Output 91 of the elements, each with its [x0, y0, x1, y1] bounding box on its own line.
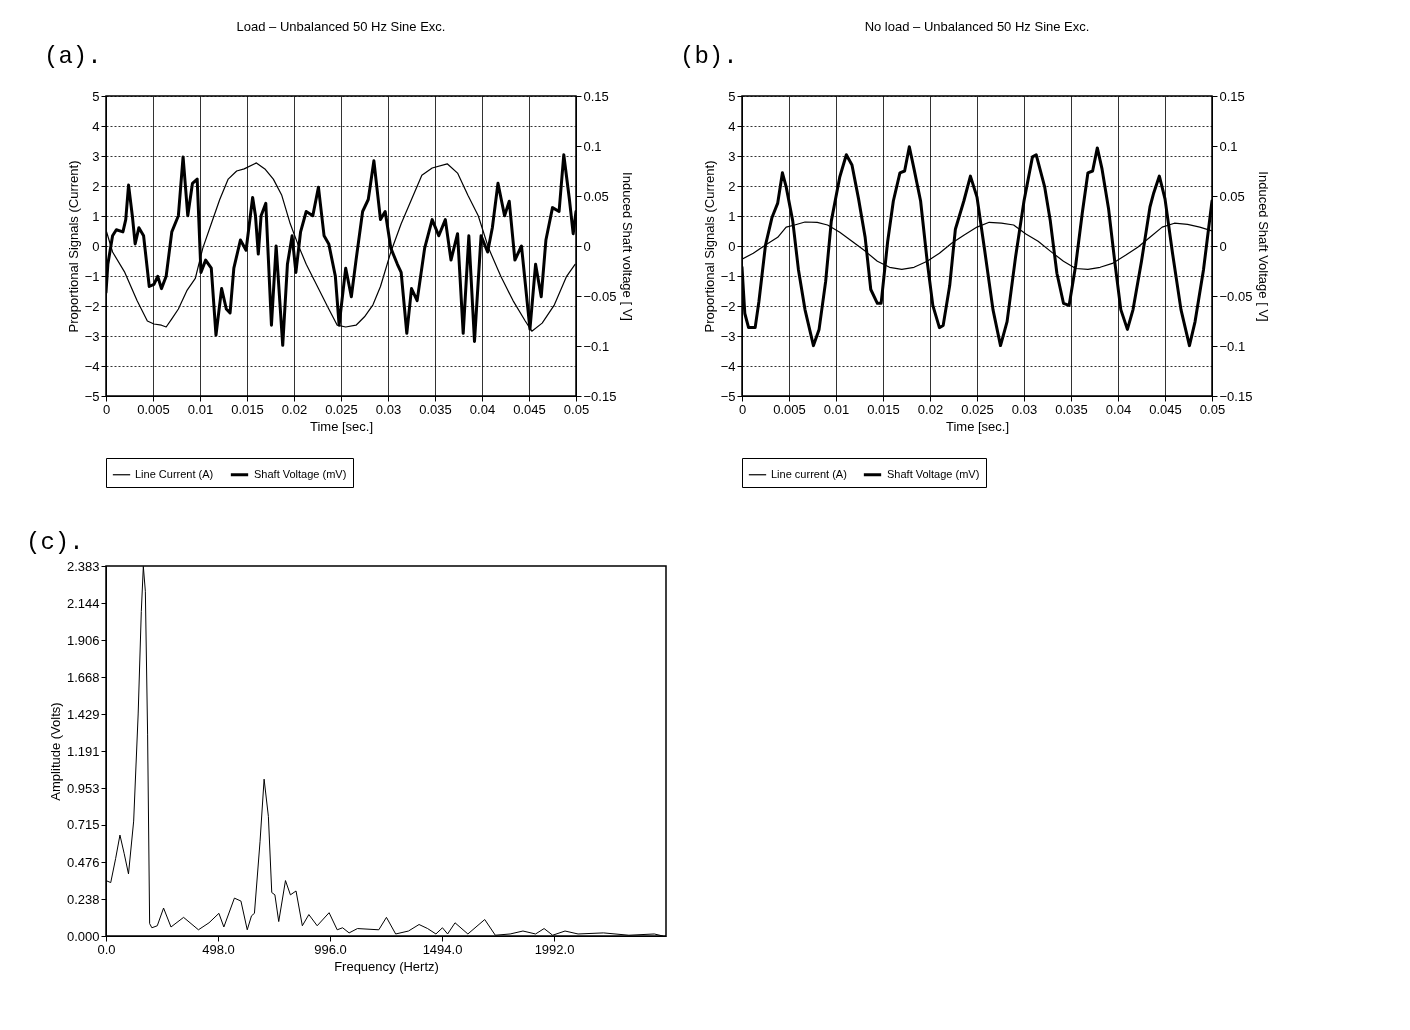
x-tick-label: 0.015 — [231, 401, 264, 417]
y2-tick-label: 0.05 — [583, 188, 609, 204]
y-tick-label: 0 — [728, 238, 736, 254]
y-tick-label: −3 — [84, 328, 100, 344]
y2-tick-label: −0.1 — [583, 338, 610, 354]
chart-title: Load – Unbalanced 50 Hz Sine Exc. — [236, 19, 446, 34]
y-tick-label: −5 — [720, 388, 736, 404]
x-tick-label: 0.02 — [281, 401, 308, 417]
x-tick-label: 0.01 — [823, 401, 850, 417]
x-tick-label: 0.04 — [469, 401, 496, 417]
x-tick-label: 0.005 — [773, 401, 806, 417]
y-axis-title: Proportional Signals (Current) — [65, 160, 81, 333]
y-tick-label: 2.383 — [66, 558, 100, 574]
y2-tick-label: 0.1 — [1219, 138, 1238, 154]
x-axis-title: Frequency (Hertz) — [334, 958, 439, 974]
y-tick-label: 2.144 — [66, 595, 100, 611]
text: (b). — [680, 43, 738, 70]
legend-label: Line current (A) — [771, 467, 847, 480]
y2-tick-label: 0.05 — [1219, 188, 1245, 204]
y-tick-label: 1.429 — [66, 706, 100, 722]
y2-tick-label: −0.15 — [1219, 388, 1253, 404]
y-tick-label: 1.191 — [66, 743, 100, 759]
y-tick-label: 5 — [728, 88, 736, 104]
y2-tick-label: 0 — [583, 238, 591, 254]
x-tick-label: 1494.0 — [422, 941, 463, 957]
y-axis-title: Proportional Signals (Current) — [701, 160, 717, 333]
x-axis-title: Time [sec.] — [309, 418, 374, 434]
y-tick-label: 0.000 — [66, 928, 100, 944]
y2-tick-label: −0.15 — [583, 388, 617, 404]
x-tick-label: 0.025 — [325, 401, 358, 417]
y-tick-label: 0.476 — [66, 854, 100, 870]
x-tick-label: 0.015 — [867, 401, 900, 417]
x-tick-label: 0.025 — [961, 401, 994, 417]
y-tick-label: 0.238 — [66, 891, 100, 907]
text: (a). — [44, 43, 102, 70]
x-tick-label: 1992.0 — [534, 941, 575, 957]
legend-label: Shaft Voltage (mV) — [887, 467, 980, 480]
x-tick-label: 0.05 — [563, 401, 590, 417]
y-tick-label: 3 — [92, 148, 100, 164]
x-tick-label: 0.02 — [917, 401, 944, 417]
y2-tick-label: −0.05 — [583, 288, 617, 304]
y-tick-label: −4 — [84, 358, 100, 374]
y-tick-label: −2 — [84, 298, 100, 314]
y-tick-label: 2 — [728, 178, 736, 194]
x-tick-label: 0.005 — [137, 401, 170, 417]
y-tick-label: 1.668 — [66, 669, 100, 685]
y-tick-label: 2 — [92, 178, 100, 194]
y-tick-label: 3 — [728, 148, 736, 164]
y2-axis-title: Induced Shaft voltage [ V] — [620, 172, 636, 321]
x-tick-label: 0 — [738, 401, 747, 417]
y-tick-label: −5 — [84, 388, 100, 404]
x-tick-label: 0 — [102, 401, 111, 417]
x-tick-label: 0.03 — [1011, 401, 1038, 417]
x-tick-label: 0.045 — [513, 401, 546, 417]
legend-label: Line Current (A) — [135, 467, 214, 480]
y2-tick-label: −0.05 — [1219, 288, 1253, 304]
y-tick-label: 0.953 — [66, 780, 100, 796]
x-tick-label: 0.03 — [375, 401, 402, 417]
y2-tick-label: −0.1 — [1219, 338, 1246, 354]
y-tick-label: 1 — [728, 208, 736, 224]
y-axis-title: Amplitude (Volts) — [47, 702, 63, 801]
y-tick-label: −4 — [720, 358, 736, 374]
y-tick-label: 0.715 — [66, 817, 100, 833]
y-tick-label: 4 — [728, 118, 736, 134]
y-tick-label: −1 — [720, 268, 736, 284]
legend-label: Shaft Voltage (mV) — [254, 467, 347, 480]
y2-axis-title: Induced Shaft Voltage [ V] — [1256, 171, 1272, 322]
x-tick-label: 0.035 — [1055, 401, 1088, 417]
y-tick-label: 1.906 — [66, 632, 100, 648]
y2-tick-label: 0 — [1219, 238, 1227, 254]
y-tick-label: 4 — [92, 118, 100, 134]
y-tick-label: −1 — [84, 268, 100, 284]
y-tick-label: 1 — [92, 208, 100, 224]
x-tick-label: 0.04 — [1105, 401, 1132, 417]
y-tick-label: 5 — [92, 88, 100, 104]
x-tick-label: 0.01 — [187, 401, 214, 417]
chart-title: No load – Unbalanced 50 Hz Sine Exc. — [864, 19, 1090, 34]
x-tick-label: 0.0 — [97, 941, 116, 957]
y-tick-label: 0 — [92, 238, 100, 254]
y-tick-label: −2 — [720, 298, 736, 314]
y2-tick-label: 0.15 — [583, 88, 609, 104]
y2-tick-label: 0.1 — [583, 138, 602, 154]
x-tick-label: 996.0 — [314, 941, 347, 957]
x-tick-label: 0.035 — [419, 401, 452, 417]
x-axis-title: Time [sec.] — [945, 418, 1010, 434]
x-tick-label: 498.0 — [202, 941, 235, 957]
x-tick-label: 0.05 — [1199, 401, 1226, 417]
text: (c). — [26, 529, 84, 556]
y2-tick-label: 0.15 — [1219, 88, 1245, 104]
x-tick-label: 0.045 — [1149, 401, 1182, 417]
y-tick-label: −3 — [720, 328, 736, 344]
